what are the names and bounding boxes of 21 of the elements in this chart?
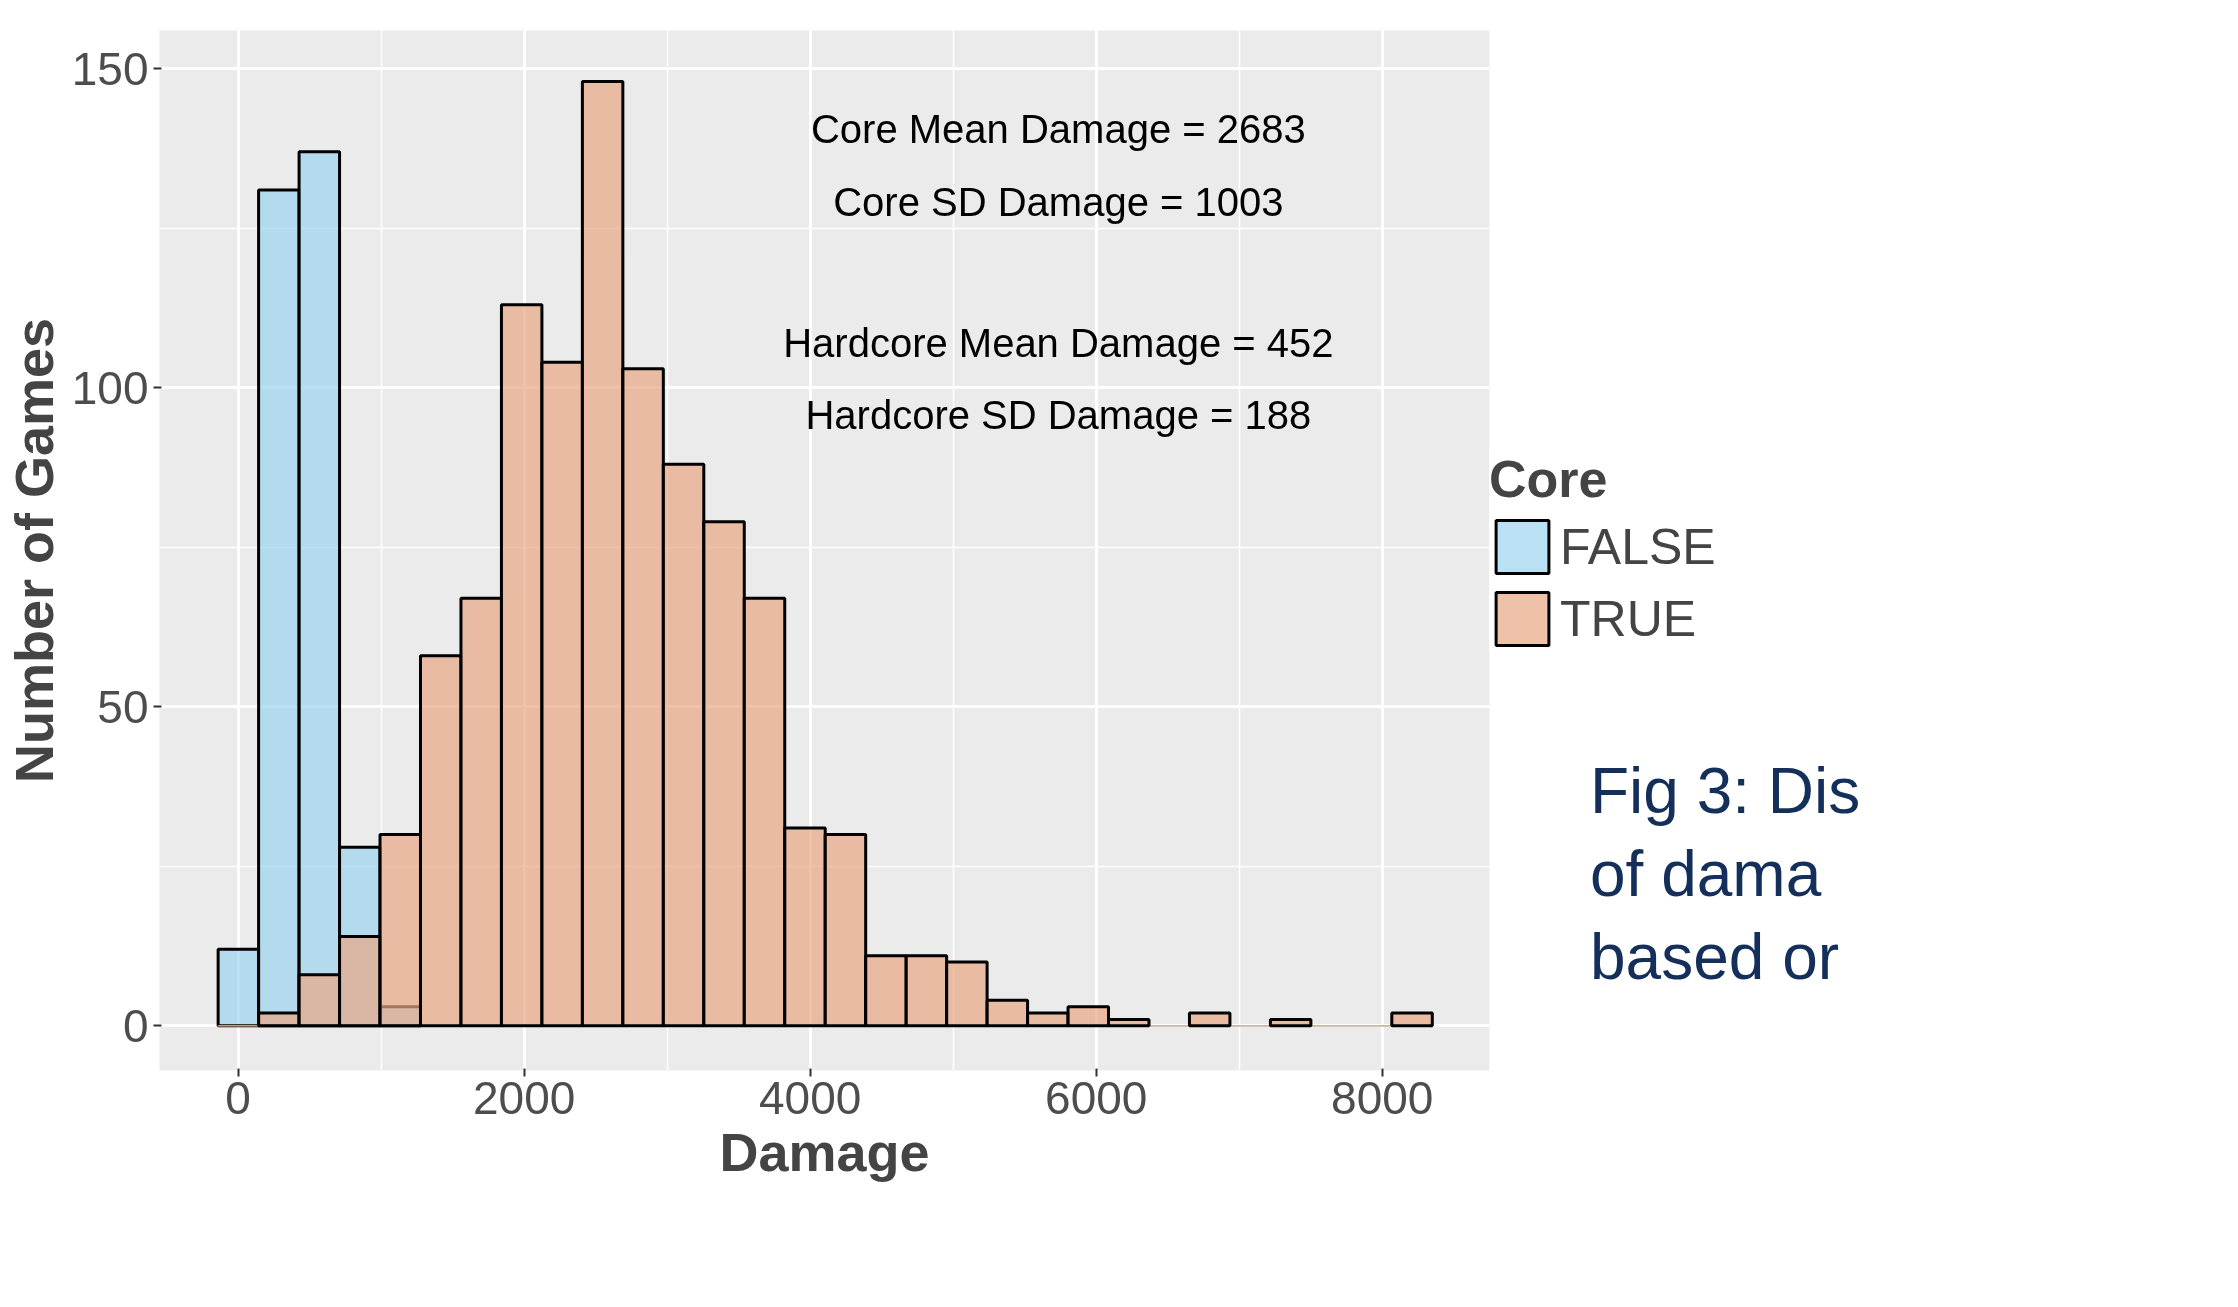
text: of dama [1590, 838, 1822, 911]
x-tick-label: 0 [225, 1071, 251, 1124]
y-tick-label: 0 [122, 999, 149, 1052]
annotation: Hardcore Mean Damage = 452 [783, 320, 1334, 365]
x-tick-label: 4000 [759, 1071, 862, 1124]
y-axis-title: Number of Games [3, 317, 64, 784]
x-tick-label: 6000 [1045, 1071, 1148, 1124]
legend-label: FALSE [1560, 517, 1716, 577]
x-axis-title: Damage [719, 1121, 930, 1182]
legend-label: TRUE [1560, 589, 1697, 649]
annotation: Hardcore SD Damage = 188 [805, 393, 1312, 438]
y-tick-label: 150 [71, 42, 149, 95]
legend-title: Core [1489, 448, 1609, 509]
annotation: Core SD Damage = 1003 [833, 180, 1284, 225]
y-tick-label: 50 [97, 680, 149, 733]
caption: Fig 3: Dis [1590, 755, 1861, 827]
text: based or [1590, 921, 1840, 994]
x-tick-label: 8000 [1331, 1071, 1434, 1124]
y-tick-label: 100 [71, 361, 149, 414]
annotation: Core Mean Damage = 2683 [810, 107, 1306, 152]
x-tick-label: 2000 [473, 1071, 576, 1124]
